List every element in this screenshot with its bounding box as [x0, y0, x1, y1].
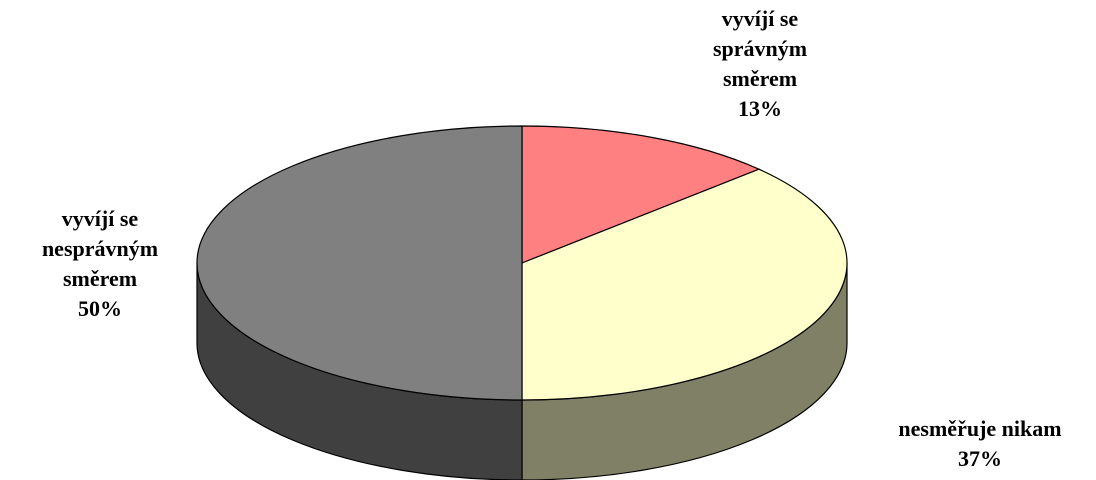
value-label: 37%: [958, 446, 1002, 471]
slice-label: vyvíjí se správným směrem 13%: [690, 4, 830, 124]
category-label: nesměřuje nikam: [898, 416, 1062, 441]
category-label: vyvíjí se nesprávným směrem: [41, 206, 159, 291]
slice-label: vyvíjí se nesprávným směrem 50%: [30, 204, 170, 324]
pie-slice: [196, 125, 523, 401]
category-label: vyvíjí se správným směrem: [712, 6, 808, 91]
pie-slice: [521, 125, 761, 264]
pie-slice: [521, 168, 848, 401]
value-label: 50%: [78, 296, 122, 321]
slice-label: nesměřuje nikam 37%: [860, 414, 1096, 474]
value-label: 13%: [738, 96, 782, 121]
